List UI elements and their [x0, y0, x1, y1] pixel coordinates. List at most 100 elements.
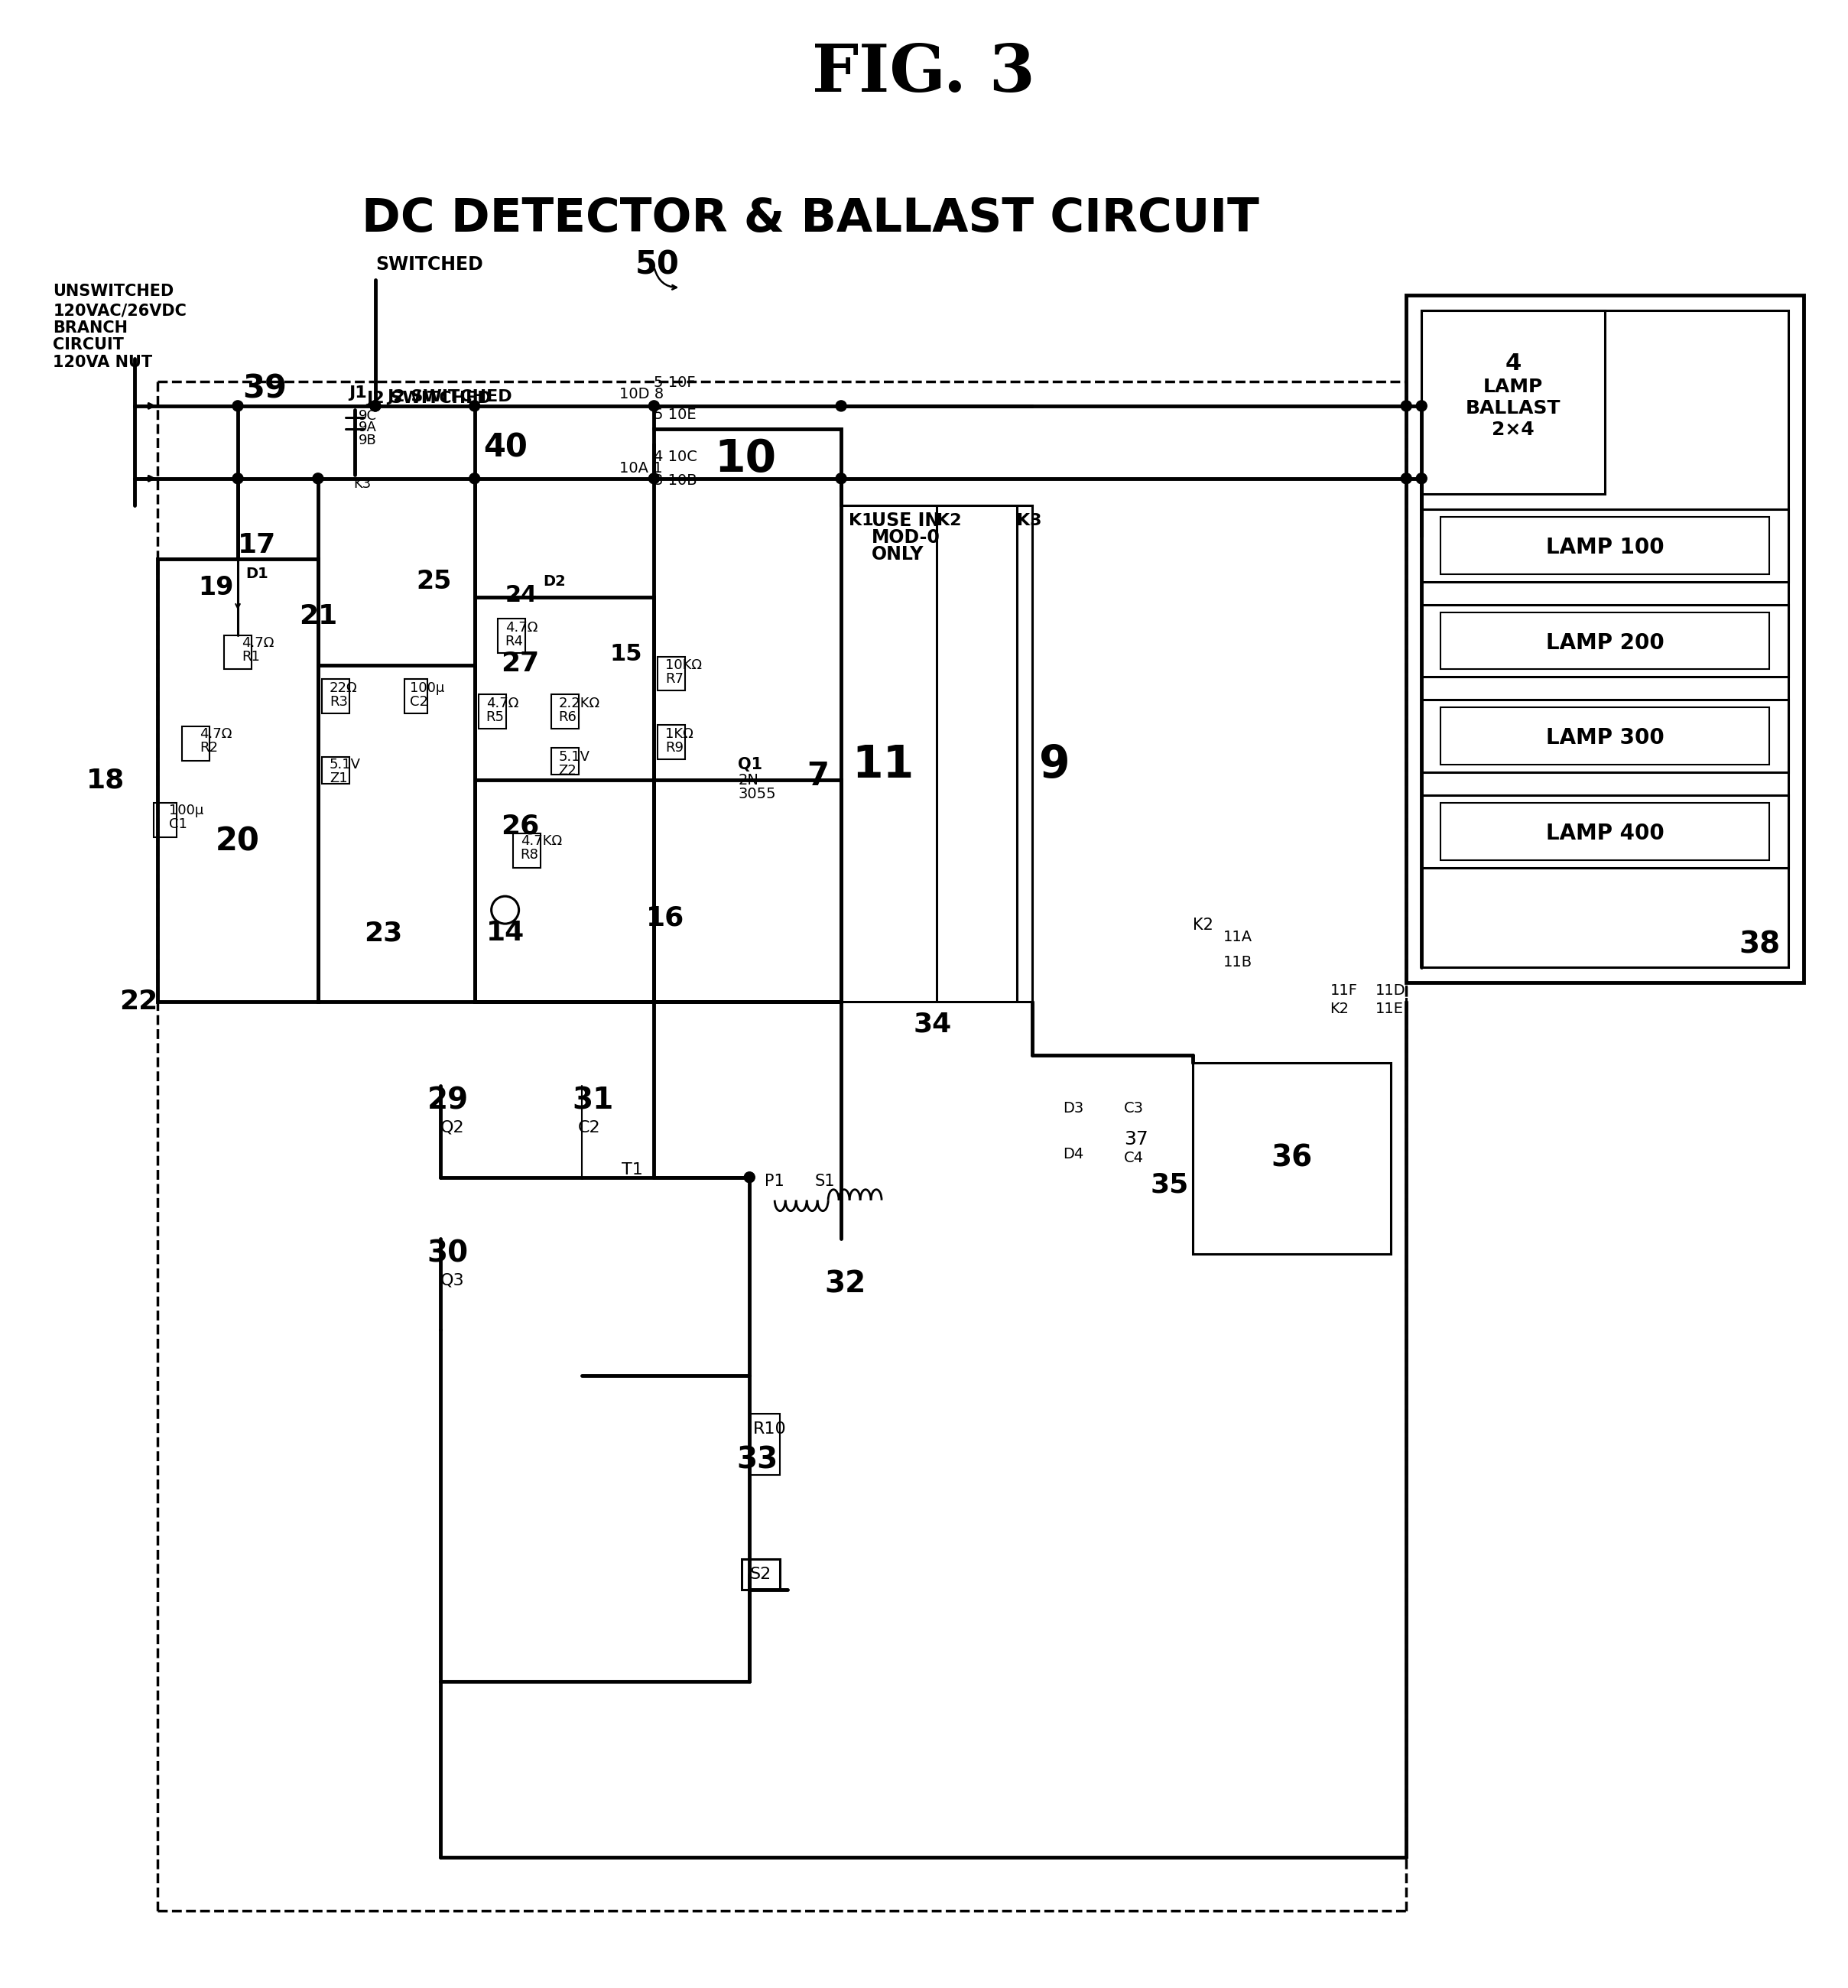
Text: 17: 17: [238, 533, 275, 559]
Text: R7: R7: [665, 672, 684, 686]
Bar: [497, 618, 525, 652]
Text: 4.7KΩ: 4.7KΩ: [521, 835, 562, 849]
Text: 18: 18: [87, 767, 126, 793]
Text: 120VA NUT: 120VA NUT: [54, 354, 153, 370]
Text: D1: D1: [246, 567, 268, 580]
Bar: [1421, 604, 1789, 678]
Text: J2 SWITCHED: J2 SWITCHED: [386, 390, 512, 404]
Text: 2×4: 2×4: [1491, 419, 1534, 439]
Text: 11B: 11B: [1223, 954, 1253, 970]
Text: 4.7Ω: 4.7Ω: [200, 728, 233, 742]
Bar: [1421, 700, 1789, 773]
Bar: [1421, 509, 1789, 582]
Bar: [841, 505, 1031, 1002]
Bar: [153, 803, 177, 837]
Text: 11D: 11D: [1375, 982, 1406, 998]
Circle shape: [1416, 473, 1427, 483]
Text: 4.7Ω: 4.7Ω: [486, 698, 519, 710]
Circle shape: [233, 400, 244, 412]
Text: 23: 23: [364, 920, 403, 946]
Bar: [1441, 708, 1769, 765]
Text: 11E: 11E: [1375, 1002, 1404, 1016]
Text: 37: 37: [1124, 1129, 1148, 1149]
Text: 40: 40: [482, 431, 527, 463]
Text: 27: 27: [501, 650, 540, 678]
Text: C4: C4: [1124, 1151, 1144, 1165]
Text: R5: R5: [486, 710, 505, 724]
Text: 16: 16: [647, 905, 686, 930]
Bar: [741, 1559, 780, 1590]
Text: 15: 15: [610, 642, 643, 666]
Circle shape: [835, 400, 846, 412]
Text: 30: 30: [427, 1239, 469, 1268]
Text: 34: 34: [913, 1012, 952, 1038]
Text: 100μ: 100μ: [410, 682, 444, 696]
Text: 10D 8: 10D 8: [619, 388, 663, 402]
Bar: [654, 429, 841, 1002]
Text: 50: 50: [636, 248, 680, 280]
Text: 5 10E: 5 10E: [654, 408, 697, 421]
Bar: [322, 680, 349, 714]
Text: 33: 33: [736, 1445, 778, 1475]
Text: 24: 24: [505, 584, 538, 606]
Bar: [1441, 612, 1769, 670]
Text: FIG. 3: FIG. 3: [811, 42, 1035, 105]
Text: 36: 36: [1271, 1143, 1312, 1173]
Circle shape: [1401, 400, 1412, 412]
Text: C2: C2: [410, 696, 429, 710]
Text: 38: 38: [1739, 930, 1780, 958]
Circle shape: [312, 473, 323, 483]
Text: 4.7Ω: 4.7Ω: [505, 620, 538, 634]
Text: LAMP 300: LAMP 300: [1545, 728, 1663, 749]
Text: LAMP 400: LAMP 400: [1545, 823, 1663, 845]
Text: 19: 19: [198, 575, 235, 600]
Text: MOD-0: MOD-0: [872, 529, 941, 547]
Bar: [157, 559, 318, 1002]
Bar: [512, 833, 540, 869]
Bar: [475, 779, 654, 1002]
Bar: [750, 1413, 780, 1475]
Text: LAMP: LAMP: [1484, 378, 1543, 396]
Text: 29: 29: [427, 1085, 469, 1115]
Text: UNSWITCHED: UNSWITCHED: [54, 284, 174, 298]
Circle shape: [1401, 473, 1412, 483]
Text: 7: 7: [808, 759, 830, 793]
Bar: [658, 726, 686, 759]
Text: D4: D4: [1063, 1147, 1083, 1161]
Text: 4: 4: [1504, 352, 1521, 376]
Circle shape: [469, 473, 480, 483]
Text: R10: R10: [754, 1421, 787, 1437]
Circle shape: [370, 400, 381, 412]
Bar: [1441, 517, 1769, 575]
Text: 5.1V: 5.1V: [329, 757, 360, 771]
Bar: [551, 694, 578, 730]
Text: K2: K2: [1192, 918, 1212, 932]
Bar: [475, 596, 654, 1002]
Text: J1: J1: [349, 386, 366, 402]
Text: Q3: Q3: [440, 1272, 464, 1288]
Circle shape: [649, 400, 660, 412]
Text: 5 10F: 5 10F: [654, 376, 697, 390]
Text: DC DETECTOR & BALLAST CIRCUIT: DC DETECTOR & BALLAST CIRCUIT: [362, 197, 1258, 241]
Bar: [224, 634, 251, 670]
Text: Z1: Z1: [329, 771, 347, 785]
Text: LAMP 100: LAMP 100: [1545, 537, 1663, 559]
Text: BALLAST: BALLAST: [1465, 400, 1562, 417]
Text: 14: 14: [486, 920, 525, 946]
Text: 9C: 9C: [359, 410, 377, 423]
Text: 20: 20: [216, 825, 261, 857]
Bar: [551, 747, 578, 775]
Text: 9A: 9A: [359, 419, 377, 433]
Text: K2: K2: [937, 513, 961, 529]
Text: T1: T1: [621, 1163, 643, 1177]
Text: CIRCUIT: CIRCUIT: [54, 338, 124, 352]
Text: C3: C3: [1124, 1101, 1144, 1115]
Text: R8: R8: [521, 849, 538, 863]
Text: 22: 22: [120, 988, 157, 1014]
Circle shape: [745, 1173, 754, 1183]
Circle shape: [469, 400, 480, 412]
Text: 2.2KΩ: 2.2KΩ: [558, 698, 601, 710]
Circle shape: [370, 400, 381, 412]
Text: K1: K1: [848, 513, 874, 529]
Text: ONLY: ONLY: [872, 545, 924, 563]
